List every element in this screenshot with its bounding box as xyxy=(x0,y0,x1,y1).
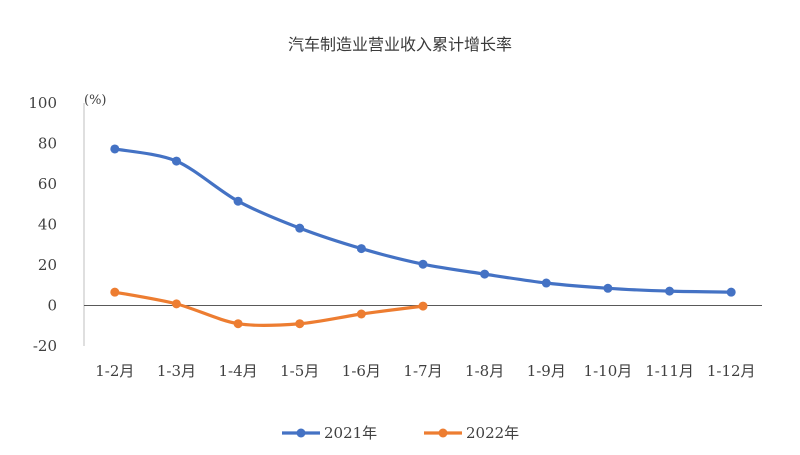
series-0-point xyxy=(665,286,675,296)
x-tick-label: 1-2月 xyxy=(95,362,134,380)
series-0-point xyxy=(726,287,736,297)
x-tick-label: 1-11月 xyxy=(645,362,694,380)
x-tick-label: 1-8月 xyxy=(465,362,504,380)
series-1-point xyxy=(171,299,181,309)
series-0-point xyxy=(233,196,243,206)
series-1-point xyxy=(110,287,120,297)
legend: 2021年 2022年 xyxy=(282,424,519,442)
series-0-point xyxy=(110,144,120,154)
series-line-1 xyxy=(114,290,424,328)
series-0-point xyxy=(603,283,613,293)
series-1-point xyxy=(233,319,243,329)
x-tick-label: 1-5月 xyxy=(280,362,319,380)
y-tick-label: 0 xyxy=(47,297,57,315)
x-tick-labels: 1-2月 1-3月 1-4月 1-5月 1-6月 1-7月 1-8月 1-9月 1-10月 1-1… xyxy=(95,362,755,380)
y-tick-label: 20 xyxy=(38,256,57,274)
series-1-point xyxy=(295,319,305,329)
chart-title: 汽车制造业营业收入累计增长率 xyxy=(288,35,512,54)
series-0-point xyxy=(541,278,551,288)
x-tick-label: 1-4月 xyxy=(219,362,258,380)
series-0-point xyxy=(171,156,181,166)
y-unit-label: (%) xyxy=(84,93,107,108)
legend-label-1: 2022年 xyxy=(466,424,519,442)
series-0-point xyxy=(295,223,305,233)
series-0-point xyxy=(356,244,366,254)
x-tick-label: 1-7月 xyxy=(403,362,442,380)
legend-marker-1 xyxy=(438,428,448,438)
series-0-point xyxy=(418,259,428,269)
y-tick-label: 40 xyxy=(38,216,57,234)
y-tick-label: 60 xyxy=(38,175,57,193)
series-1-point xyxy=(418,301,428,311)
x-tick-label: 1-12月 xyxy=(707,362,756,380)
y-tick-label: 100 xyxy=(28,94,57,112)
y-tick-label: 80 xyxy=(38,135,57,153)
legend-label-0: 2021年 xyxy=(324,424,377,442)
y-tick-labels: 100 80 60 40 20 0 -20 xyxy=(28,94,57,355)
x-tick-label: 1-10月 xyxy=(584,362,633,380)
y-tick-label: -20 xyxy=(33,337,57,355)
series-line-0 xyxy=(114,147,732,294)
legend-marker-0 xyxy=(296,428,306,438)
series-layer xyxy=(84,144,762,329)
series-0-point xyxy=(480,269,490,279)
x-tick-label: 1-9月 xyxy=(527,362,566,380)
series-1-point xyxy=(356,309,366,319)
x-tick-label: 1-6月 xyxy=(342,362,381,380)
x-tick-label: 1-3月 xyxy=(157,362,196,380)
